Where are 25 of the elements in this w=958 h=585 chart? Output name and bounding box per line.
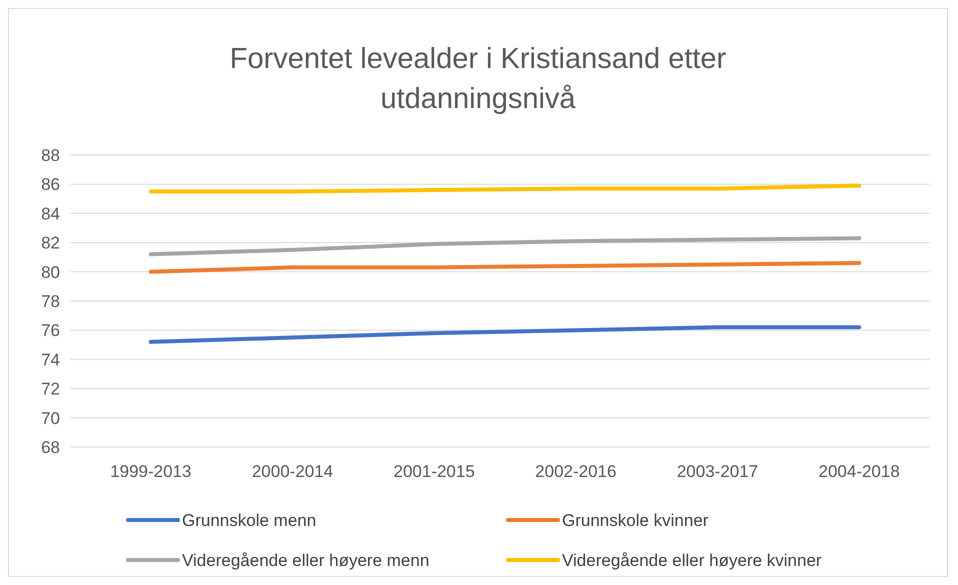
x-tick-label: 2001-2015 [394, 462, 475, 481]
y-tick-label: 86 [41, 175, 60, 194]
legend-label: Videregående eller høyere menn [182, 551, 430, 570]
y-tick-label: 76 [41, 321, 60, 340]
chart-title: Forventet levealder i Kristiansand etter utdanningsnivå [230, 43, 727, 115]
y-tick-label: 72 [41, 380, 60, 399]
y-tick-label: 82 [41, 234, 60, 253]
x-tick-label: 1999-2013 [110, 462, 192, 481]
legend-label: Grunnskole kvinner [562, 511, 709, 530]
y-tick-label: 88 [41, 146, 60, 165]
y-tick-label: 80 [41, 262, 60, 282]
line-series [148, 261, 862, 274]
y-tick-label: 68 [41, 438, 60, 457]
x-tick-label: 2003-2017 [676, 462, 758, 481]
y-tick-label: 74 [41, 350, 60, 370]
x-tick-label: 2004-2018 [818, 462, 900, 481]
y-tick-label: 84 [41, 204, 60, 224]
legend-label: Videregående eller høyere kvinner [562, 551, 822, 570]
x-tick-label: 2000-2014 [252, 462, 334, 481]
legend-label: Grunnskole menn [182, 511, 316, 530]
y-tick-label: 70 [41, 408, 60, 428]
x-tick-label: 2002-2016 [535, 462, 616, 481]
line-series [148, 236, 862, 256]
line-series [148, 325, 862, 344]
y-tick-label: 78 [41, 292, 60, 311]
